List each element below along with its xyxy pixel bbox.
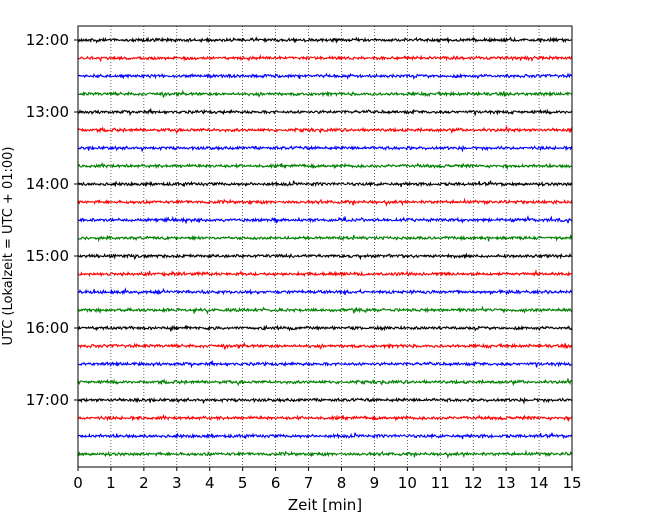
x-tick-label-0: 0 [73, 474, 83, 492]
x-tick-label-15: 15 [562, 474, 581, 492]
trace-1400 [77, 180, 573, 188]
x-tick-label-10: 10 [398, 474, 417, 492]
trace-1745 [77, 449, 573, 459]
x-tick-label-1: 1 [106, 474, 116, 492]
x-tick-label-14: 14 [530, 474, 549, 492]
trace-1630 [77, 359, 573, 369]
x-tick-label-9: 9 [370, 474, 380, 492]
y-tick-label-1700: 17:00 [26, 391, 69, 409]
x-tick-label-13: 13 [497, 474, 516, 492]
x-axis-ticks: 0 1 2 3 4 5 6 7 8 9 10 11 12 13 14 15 [73, 467, 582, 492]
trace-1530 [77, 287, 573, 296]
y-tick-label-1600: 16:00 [26, 319, 69, 337]
trace-1230 [77, 72, 573, 80]
x-tick-label-7: 7 [304, 474, 314, 492]
trace-1300 [77, 107, 573, 117]
y-axis-label: UTC (Lokalzeit = UTC + 01:00) [1, 147, 16, 346]
trace-1645 [77, 378, 573, 387]
trace-1345 [77, 161, 573, 171]
x-tick-label-5: 5 [238, 474, 248, 492]
y-tick-label-1500: 15:00 [26, 247, 69, 265]
trace-1500 [77, 252, 573, 261]
trace-1515 [77, 269, 573, 278]
x-tick-label-6: 6 [271, 474, 281, 492]
y-tick-label-1200: 12:00 [26, 31, 69, 49]
trace-1430 [77, 215, 573, 224]
x-tick-label-4: 4 [205, 474, 215, 492]
y-tick-label-1400: 14:00 [26, 175, 69, 193]
trace-1330 [77, 144, 573, 153]
x-tick-label-11: 11 [431, 474, 450, 492]
x-tick-label-12: 12 [464, 474, 483, 492]
trace-1200 [77, 36, 573, 44]
trace-1215 [77, 53, 573, 63]
seismic-traces [77, 36, 573, 459]
x-axis-label: Zeit [min] [288, 496, 362, 514]
trace-1415 [77, 197, 573, 207]
x-tick-label-3: 3 [172, 474, 182, 492]
y-tick-label-1300: 13:00 [26, 103, 69, 121]
x-tick-label-2: 2 [139, 474, 149, 492]
trace-1715 [77, 413, 573, 423]
trace-1445 [77, 233, 573, 243]
trace-1315 [77, 126, 573, 135]
y-axis-ticks: 12:00 13:00 14:00 15:00 16:00 17:00 [26, 31, 78, 409]
trace-1615 [77, 341, 573, 350]
trace-1730 [77, 432, 573, 440]
trace-1245 [77, 89, 573, 98]
plot-frame [77, 25, 573, 468]
trace-1600 [77, 324, 573, 332]
trace-1700 [77, 396, 573, 405]
trace-1545 [77, 305, 573, 315]
x-tick-label-8: 8 [337, 474, 347, 492]
